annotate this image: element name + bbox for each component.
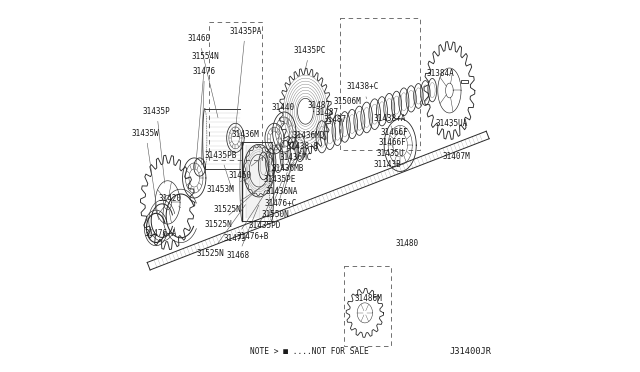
- Text: 31554N: 31554N: [191, 52, 219, 169]
- Text: 31435PA: 31435PA: [229, 26, 262, 129]
- Bar: [209, 22, 262, 160]
- Text: 31506M: 31506M: [333, 97, 361, 113]
- Text: 31436MB: 31436MB: [272, 151, 304, 173]
- Text: 31438+C: 31438+C: [347, 82, 380, 99]
- Text: 31384A: 31384A: [426, 69, 460, 81]
- Text: 31525N: 31525N: [196, 205, 246, 258]
- Text: 31487: 31487: [323, 115, 346, 127]
- Bar: [461, 80, 468, 83]
- Text: 31468: 31468: [227, 205, 259, 260]
- Text: 31435W: 31435W: [132, 129, 159, 220]
- Text: 31435PB: 31435PB: [205, 151, 237, 190]
- Text: 31453M: 31453M: [207, 178, 249, 194]
- Text: 31466F: 31466F: [378, 138, 406, 148]
- Bar: [344, 266, 391, 346]
- Text: 31435PE: 31435PE: [264, 156, 298, 184]
- Text: 31438+B: 31438+B: [286, 138, 319, 151]
- Text: 31407M: 31407M: [443, 152, 470, 161]
- Text: 31550N: 31550N: [262, 172, 289, 219]
- Text: 31436MD: 31436MD: [292, 131, 324, 140]
- Text: 31486M: 31486M: [355, 294, 382, 303]
- Text: 31480: 31480: [396, 239, 419, 248]
- Text: 31435U: 31435U: [376, 150, 404, 158]
- Text: 31438+A: 31438+A: [373, 114, 406, 128]
- Text: 31436MC: 31436MC: [279, 145, 312, 162]
- Text: NOTE > ■ ....NOT FOR SALE: NOTE > ■ ....NOT FOR SALE: [250, 347, 369, 356]
- Text: 31473: 31473: [224, 196, 263, 243]
- Text: 31450: 31450: [228, 151, 269, 180]
- Text: 31143B: 31143B: [373, 160, 401, 169]
- Text: 31476: 31476: [193, 67, 216, 165]
- Text: 31435P: 31435P: [143, 107, 170, 183]
- Text: 31460: 31460: [188, 34, 218, 118]
- Text: 31525N: 31525N: [205, 188, 260, 229]
- Text: 31487: 31487: [308, 100, 331, 119]
- Text: 31435PC: 31435PC: [294, 46, 326, 74]
- Text: 31435UA: 31435UA: [436, 119, 468, 128]
- Text: 31476+B: 31476+B: [237, 187, 278, 241]
- Bar: [340, 18, 420, 150]
- Text: 31435PD: 31435PD: [248, 179, 282, 230]
- Text: 31420: 31420: [159, 194, 182, 208]
- Text: 31525N: 31525N: [213, 184, 266, 214]
- Text: 31476+C: 31476+C: [264, 167, 297, 208]
- Text: 31440: 31440: [271, 103, 294, 125]
- Text: 31436M: 31436M: [232, 131, 260, 148]
- Text: 31436NA: 31436NA: [266, 162, 298, 196]
- Text: 31476+A: 31476+A: [144, 229, 177, 238]
- Text: J31400JR: J31400JR: [449, 347, 492, 356]
- Text: 31487: 31487: [316, 108, 339, 124]
- Text: 31466F: 31466F: [381, 128, 408, 137]
